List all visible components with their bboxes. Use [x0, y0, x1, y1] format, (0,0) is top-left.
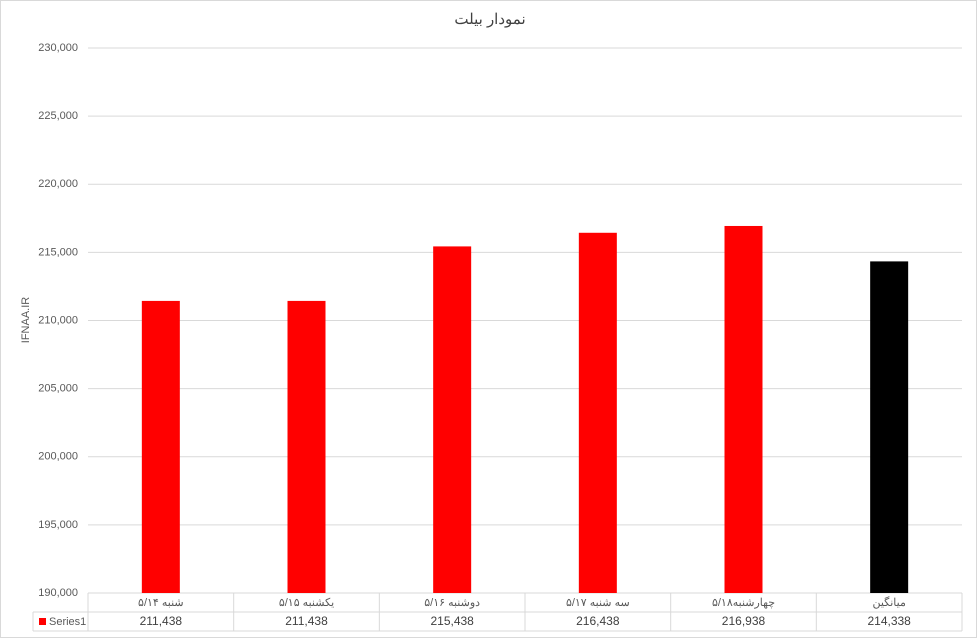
- y-tick-label: 195,000: [38, 519, 78, 531]
- bar: [870, 261, 909, 593]
- table-value: 211,438: [140, 614, 183, 628]
- y-tick-label: 205,000: [38, 383, 78, 395]
- legend-swatch: [39, 618, 46, 625]
- y-tick-label: 215,000: [38, 246, 78, 258]
- x-tick-label: میانگین: [872, 596, 906, 609]
- bar: [433, 246, 472, 593]
- x-tick-label: سه شنبه ۵/۱۷: [566, 597, 630, 609]
- table-value: 214,338: [867, 614, 911, 628]
- bar: [578, 232, 617, 593]
- x-tick-label: شنبه ۵/۱۴: [138, 597, 184, 609]
- y-tick-label: 230,000: [38, 42, 78, 54]
- table-value: 216,938: [722, 614, 766, 628]
- bar: [287, 300, 326, 593]
- y-tick-label: 200,000: [38, 451, 78, 463]
- table-value: 215,438: [430, 614, 474, 628]
- x-tick-label: چهارشنبه۵/۱۸: [712, 597, 775, 609]
- y-tick-label: 220,000: [38, 178, 78, 190]
- y-tick-label: 225,000: [38, 110, 78, 122]
- legend-label: Series1: [49, 616, 86, 628]
- y-tick-label: 210,000: [38, 314, 78, 326]
- x-tick-label: یکشنبه ۵/۱۵: [279, 597, 334, 609]
- table-value: 216,438: [576, 614, 620, 628]
- table-value: 211,438: [285, 614, 328, 628]
- x-tick-label: دوشنبه ۵/۱۶: [424, 597, 480, 609]
- y-axis-title: IFNAA.IR: [20, 297, 32, 344]
- bar: [724, 225, 763, 593]
- bar: [141, 300, 180, 593]
- chart-title: نمودار بیلت: [454, 11, 525, 28]
- y-tick-label: 190,000: [38, 587, 78, 599]
